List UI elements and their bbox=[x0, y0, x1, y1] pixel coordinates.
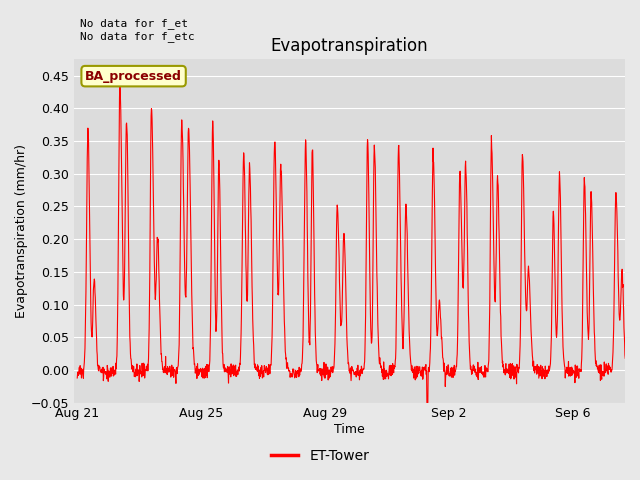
Y-axis label: Evapotranspiration (mm/hr): Evapotranspiration (mm/hr) bbox=[15, 144, 28, 318]
Text: No data for f_et
No data for f_etc: No data for f_et No data for f_etc bbox=[79, 18, 195, 42]
Title: Evapotranspiration: Evapotranspiration bbox=[271, 37, 428, 55]
Legend: ET-Tower: ET-Tower bbox=[265, 443, 375, 468]
X-axis label: Time: Time bbox=[334, 423, 365, 436]
Text: BA_processed: BA_processed bbox=[85, 70, 182, 83]
